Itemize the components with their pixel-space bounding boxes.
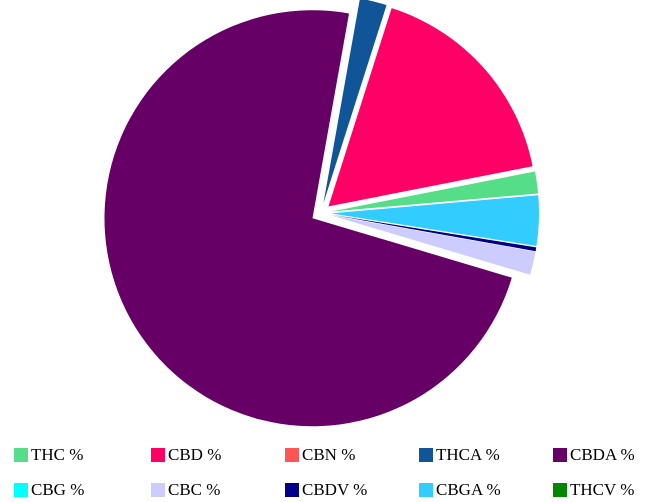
pie-slice-cbd: [328, 8, 533, 207]
pie-slice-thc: [330, 171, 539, 212]
pie-slice-cbdv: [330, 214, 537, 252]
pie-slice-cbda: [104, 10, 512, 427]
pie-slice-cbc: [330, 215, 536, 275]
pie-slice-thca: [323, 0, 387, 204]
pie-slice-cbga: [330, 195, 539, 247]
